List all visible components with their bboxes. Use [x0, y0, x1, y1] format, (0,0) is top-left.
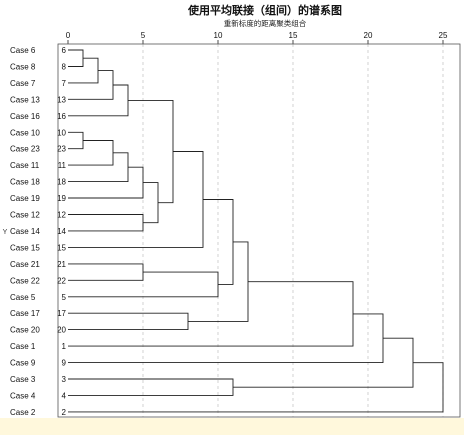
case-number-3: 3	[62, 375, 67, 384]
merge-link-7	[68, 152, 129, 183]
case-number-18: 18	[57, 178, 66, 187]
y-axis-label: Y	[3, 229, 8, 236]
case-label-18: Case 18	[10, 178, 40, 187]
case-number-20: 20	[57, 326, 66, 335]
case-number-4: 4	[62, 391, 67, 400]
chart-title: 使用平均联接（组间）的谱系图	[187, 3, 342, 17]
case-label-10: Case 10	[10, 128, 40, 137]
case-label-8: Case 8	[10, 62, 36, 71]
case-number-9: 9	[62, 359, 67, 368]
case-number-10: 10	[57, 128, 66, 137]
case-label-19: Case 19	[10, 194, 40, 203]
plot-frame	[57, 43, 461, 418]
merge-link-9	[68, 263, 144, 281]
case-label-11: Case 11	[10, 161, 40, 170]
case-label-13: Case 13	[10, 95, 40, 104]
merge-link-8	[68, 166, 144, 199]
case-label-12: Case 12	[10, 211, 40, 220]
x-tick-label-15: 15	[289, 31, 298, 40]
x-tick-label-20: 20	[364, 31, 373, 40]
case-label-9: Case 9	[10, 359, 36, 368]
case-number-8: 8	[62, 62, 67, 71]
case-number-21: 21	[57, 260, 66, 269]
case-number-12: 12	[57, 211, 66, 220]
merge-link-17	[68, 378, 234, 396]
merge-link-10	[68, 214, 144, 232]
merge-link-13	[68, 312, 189, 331]
case-number-22: 22	[57, 276, 66, 285]
merge-link-2	[68, 131, 84, 150]
case-label-6: Case 6	[10, 46, 36, 55]
merge-link-1	[68, 49, 84, 67]
case-label-3: Case 3	[10, 375, 36, 384]
x-axis: 0 5 10 15 20 25	[66, 31, 448, 44]
case-number-11: 11	[58, 161, 67, 170]
grid-layer	[142, 44, 444, 417]
bottom-band	[0, 418, 464, 435]
case-number-7: 7	[62, 79, 67, 88]
case-number-14: 14	[57, 227, 66, 236]
case-label-16: Case 16	[10, 112, 40, 121]
case-label-1: Case 1	[10, 342, 36, 351]
case-number-23: 23	[57, 145, 66, 154]
case-number-5: 5	[62, 293, 67, 302]
case-label-7: Case 7	[10, 79, 36, 88]
case-label-17: Case 17	[10, 309, 40, 318]
chart-subtitle: 重新标度的距离聚类组合	[224, 18, 307, 28]
case-label-5: Case 5	[10, 293, 36, 302]
case-number-1: 1	[62, 342, 67, 351]
case-label-2: Case 2	[10, 408, 36, 417]
case-number-15: 15	[57, 243, 66, 252]
merge-link-22	[68, 362, 444, 413]
case-number-6: 6	[62, 46, 67, 55]
case-label-14: Case 14	[10, 227, 40, 236]
case-label-22: Case 22	[10, 276, 40, 285]
case-number-16: 16	[57, 112, 66, 121]
case-number-17: 17	[57, 309, 66, 318]
merge-link-6	[68, 84, 129, 117]
x-tick-label-0: 0	[66, 31, 71, 40]
merge-link-11	[143, 182, 159, 224]
x-tick-label-5: 5	[141, 31, 146, 40]
case-label-15: Case 15	[10, 243, 40, 252]
case-label-21: Case 21	[10, 260, 40, 269]
case-label-23: Case 23	[10, 145, 40, 154]
merge-link-14	[68, 151, 204, 248]
x-tick-label-10: 10	[214, 31, 223, 40]
x-tick-label-25: 25	[439, 31, 448, 40]
case-number-13: 13	[57, 95, 66, 104]
case-label-20: Case 20	[10, 326, 40, 335]
case-number-2: 2	[62, 408, 67, 417]
case-label-4: Case 4	[10, 391, 36, 400]
case-number-19: 19	[57, 194, 66, 203]
merge-link-19	[68, 281, 354, 347]
merge-link-12	[128, 99, 174, 204]
merge-link-5	[68, 70, 114, 100]
dendrogram-links	[68, 49, 444, 413]
merge-link-4	[68, 140, 114, 166]
